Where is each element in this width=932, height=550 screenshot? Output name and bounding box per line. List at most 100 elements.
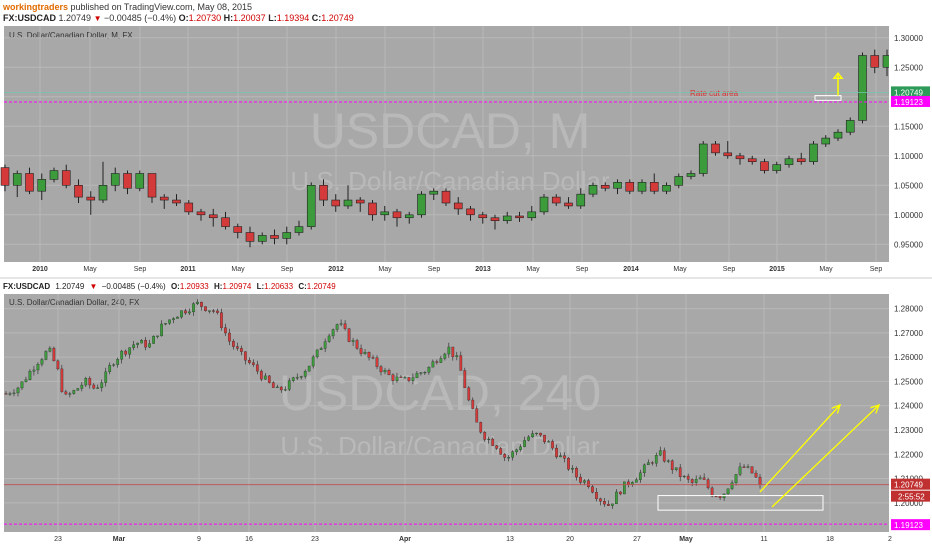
monthly-candle-body (539, 196, 549, 213)
h4-candle-body (535, 432, 538, 435)
monthly-candle-body (306, 185, 316, 227)
h4-candle-body (367, 351, 371, 358)
h4-candle-body (702, 477, 706, 480)
h4-candle-body (156, 335, 159, 337)
h4-candle-body (343, 323, 347, 329)
h4-candle-body (455, 355, 459, 358)
h4-candle-body (92, 384, 96, 389)
monthly-candle-body (61, 170, 71, 186)
monthly-price-scale: 1.300001.250001.200001.150001.100001.050… (891, 34, 930, 249)
monthly-candles (0, 49, 916, 248)
monthly-candle-body (809, 143, 818, 163)
h4-candle-body (634, 479, 638, 483)
h4-candle-body (76, 388, 80, 391)
h4-candle-body (638, 472, 642, 480)
monthly-candle-body (392, 211, 402, 219)
h4-candle-body (435, 361, 439, 363)
monthly-time-tick: 2011 (180, 266, 195, 273)
h4-candle-body (567, 458, 570, 470)
h4-candle-body (395, 376, 399, 381)
h4-candle-body (670, 460, 674, 470)
h4-time-axis[interactable] (4, 532, 889, 546)
h4-time-tick: 11 (760, 536, 767, 543)
h4-candle-body (263, 375, 267, 380)
monthly-candle-body (380, 211, 390, 216)
h4-candle-body (654, 455, 658, 464)
close-value: 1.20749 (321, 13, 354, 23)
symbol-label: FX:USDCAD (3, 13, 56, 23)
monthly-candle-body (172, 199, 181, 204)
h4-projection-arrow-2-shaft (771, 404, 880, 508)
h4-candle-body (315, 349, 319, 358)
monthly-candle-body (735, 155, 745, 160)
h4-candle-body (439, 358, 443, 363)
h4-candle-body (248, 360, 251, 363)
h4-candle-body (8, 393, 12, 395)
h4-candle-body (371, 357, 375, 359)
monthly-candle-body (294, 226, 304, 233)
h4-candle-body (180, 310, 183, 318)
h4-candle-body (228, 332, 231, 342)
h4-candle-body (595, 492, 598, 499)
h4-candle-body (176, 316, 179, 319)
h4-candle-body (116, 359, 120, 365)
monthly-candle-body (760, 161, 769, 171)
h4-candle-body (678, 467, 682, 477)
monthly-candle-body (270, 235, 279, 239)
h4-price-tick: 1.27000 (894, 329, 923, 338)
monthly-time-tick: May (83, 266, 97, 273)
h4-candle-body (311, 356, 315, 367)
h4-candle-body (547, 441, 550, 443)
h4-candle-body (599, 498, 602, 502)
h4-candles (4, 299, 762, 509)
h4-candle-body (28, 371, 32, 380)
monthly-time-tick: 2014 (623, 266, 639, 273)
h4-candle-body (674, 467, 678, 470)
h4-candle-body (188, 311, 191, 314)
h4-candle-body (459, 355, 463, 371)
h4-candle-body (447, 346, 451, 355)
pane2-open: 1.20933 (180, 282, 209, 291)
monthly-time-tick: Sep (281, 266, 294, 273)
high-key: H: (223, 13, 234, 23)
h4-candle-body (419, 372, 423, 374)
h4-candle-body (88, 378, 92, 386)
h4-candle-body (236, 346, 239, 349)
pane2-close: 1.20749 (307, 282, 336, 291)
h4-time-tick: 2 (888, 536, 892, 543)
h4-candle-body (259, 370, 263, 380)
monthly-candle-body (686, 173, 696, 177)
monthly-candle-body (159, 196, 169, 201)
monthly-candle-body (184, 202, 194, 213)
h4-candle-body (471, 399, 475, 409)
h4-candle-body (682, 475, 686, 478)
monthly-candle-body (404, 214, 414, 219)
monthly-price-axis[interactable] (889, 26, 932, 262)
monthly-candle-body (257, 235, 267, 242)
h4-candle-body (662, 450, 666, 462)
h4-candle-body (140, 340, 143, 344)
h4-candle-body (427, 366, 431, 373)
h4-plot-area[interactable] (4, 294, 889, 532)
ohlc-line: FX:USDCAD 1.20749 ▼ −0.00485 (−0.4%) O:1… (3, 13, 354, 23)
h4-candle-body (706, 479, 710, 489)
monthly-candle-body (74, 185, 83, 198)
monthly-time-tick: May (378, 266, 392, 273)
h4-candle-body (240, 348, 243, 352)
h4-candle-body (714, 496, 718, 498)
h4-candle-body (347, 328, 351, 342)
h4-candle-body (483, 432, 487, 440)
h4-price-tick: 1.24000 (894, 402, 923, 411)
monthly-candle-body (196, 211, 206, 216)
h4-candle-body (391, 374, 395, 381)
h4-candle-body (48, 347, 52, 352)
h4-time-tick: Mar (113, 536, 126, 543)
author-link[interactable]: workingtraders (3, 2, 69, 12)
monthly-time-tick: Sep (723, 266, 736, 273)
monthly-time-axis[interactable] (4, 262, 889, 274)
monthly-candle-body (613, 182, 622, 189)
price-change: −0.00485 (−0.4%) (104, 13, 177, 23)
monthly-plot-area[interactable] (4, 26, 889, 262)
h4-candle-body (291, 377, 295, 381)
